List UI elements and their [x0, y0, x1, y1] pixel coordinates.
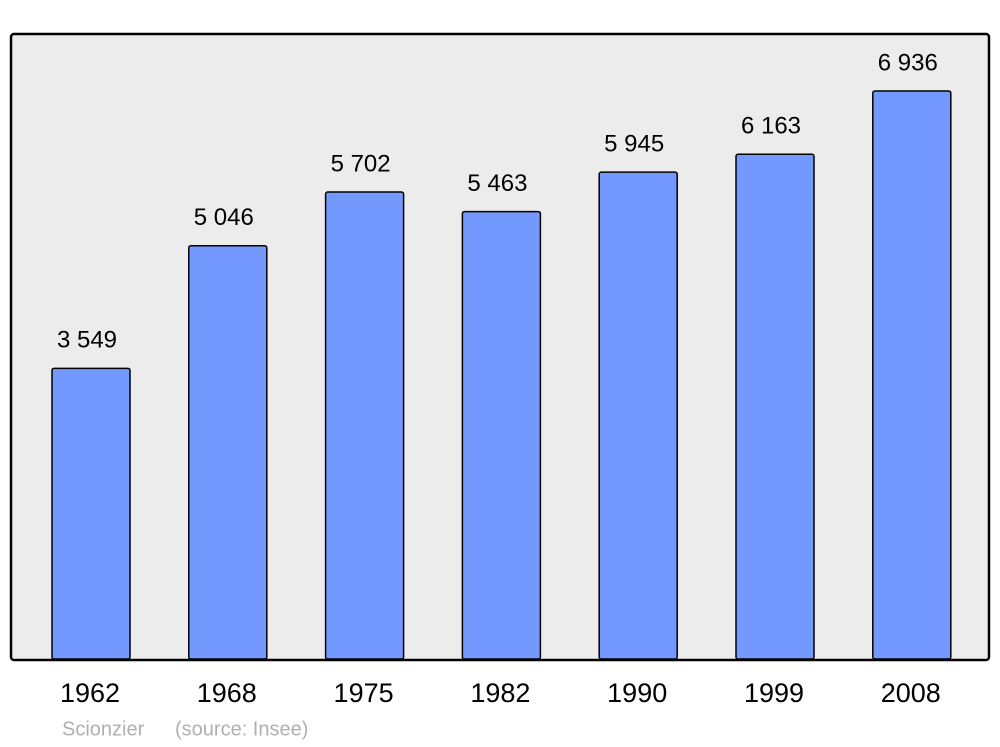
author: Scionzier — [62, 718, 145, 740]
value-label: 5 463 — [467, 170, 527, 197]
bar — [872, 90, 952, 660]
bar — [598, 171, 678, 660]
bar — [324, 191, 405, 660]
value-label: 5 702 — [331, 150, 391, 177]
x-tick-label: 1999 — [744, 678, 804, 708]
x-tick-label: 1975 — [334, 678, 394, 708]
bar — [51, 367, 131, 660]
value-label: 3 549 — [57, 327, 117, 354]
x-tick-label: 1968 — [197, 678, 257, 708]
bar — [461, 210, 542, 660]
bar — [188, 245, 268, 660]
bar — [735, 153, 815, 660]
value-label: 5 046 — [194, 204, 254, 231]
value-label: 5 945 — [604, 130, 664, 157]
value-label: 6 936 — [878, 49, 938, 76]
x-tick-label: 2008 — [881, 678, 941, 708]
source: (source: Insee) — [175, 718, 308, 740]
value-label: 6 163 — [741, 113, 801, 140]
x-tick-label: 1962 — [60, 678, 120, 708]
x-tick-label: 1990 — [607, 678, 667, 708]
x-tick-label: 1982 — [470, 678, 530, 708]
